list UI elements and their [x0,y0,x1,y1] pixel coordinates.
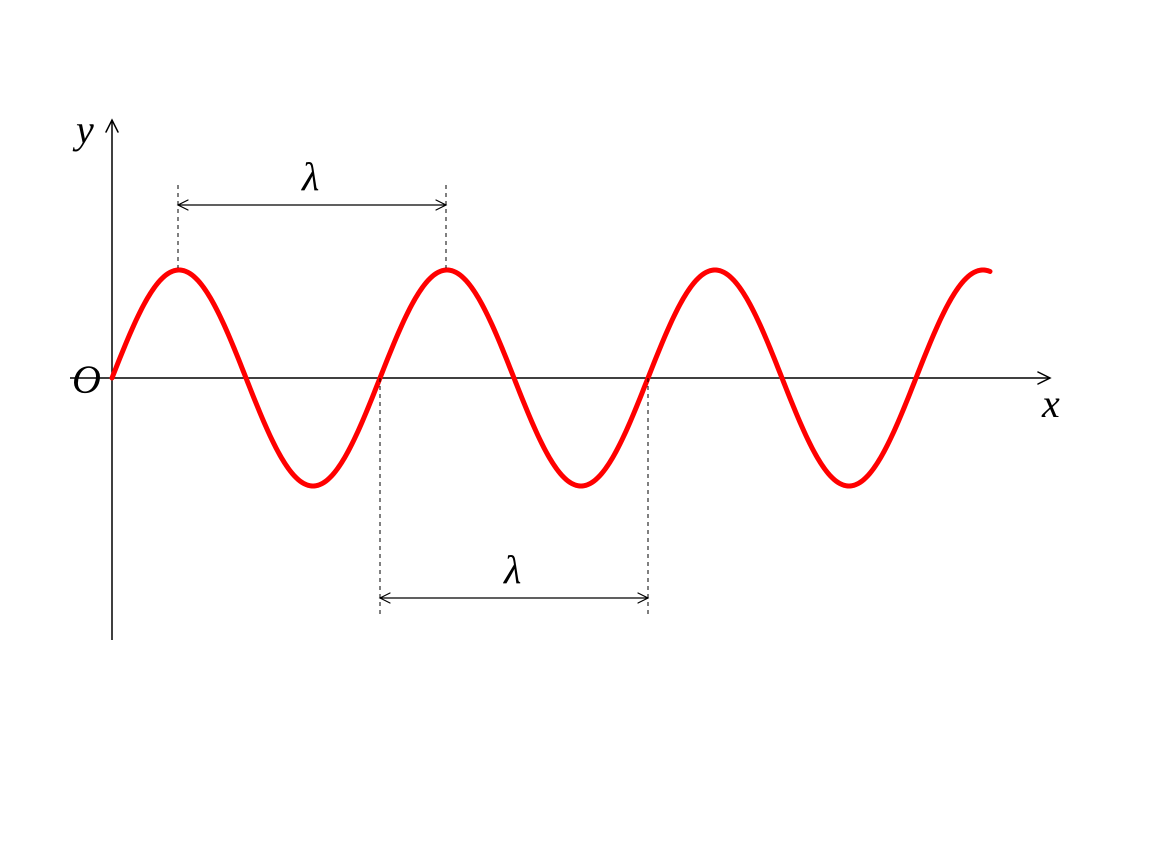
y-axis-label: y [76,106,94,153]
lambda-top-label: λ [302,153,319,200]
origin-label: O [72,356,101,403]
wave-diagram [0,0,1150,864]
lambda-bottom-label: λ [504,546,521,593]
x-axis-label: x [1042,380,1060,427]
